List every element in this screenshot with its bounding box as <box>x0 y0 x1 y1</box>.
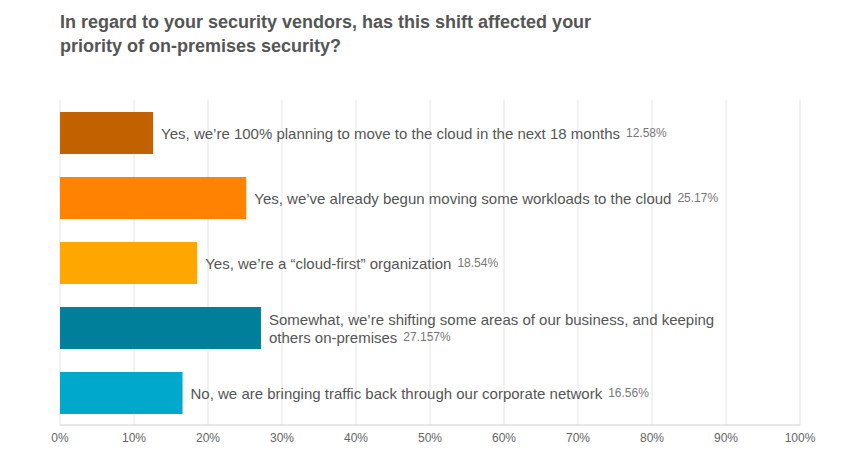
svg-text:80%: 80% <box>640 431 664 445</box>
svg-text:Somewhat, we’re shifting some: Somewhat, we’re shifting some areas of o… <box>269 311 714 346</box>
svg-text:0%: 0% <box>51 431 69 445</box>
svg-text:Yes, we’re a “cloud-first” org: Yes, we’re a “cloud-first” organization1… <box>205 255 498 272</box>
svg-text:50%: 50% <box>418 431 442 445</box>
svg-text:Yes, we’ve already begun movin: Yes, we’ve already begun moving some wor… <box>254 190 718 207</box>
svg-text:100%: 100% <box>785 431 816 445</box>
svg-text:10%: 10% <box>122 431 146 445</box>
svg-text:30%: 30% <box>270 431 294 445</box>
svg-text:60%: 60% <box>492 431 516 445</box>
svg-text:40%: 40% <box>344 431 368 445</box>
svg-text:No, we are bringing traffic ba: No, we are bringing traffic back through… <box>191 385 650 402</box>
svg-text:Yes, we’re 100% planning to mo: Yes, we’re 100% planning to move to the … <box>161 125 667 142</box>
svg-text:20%: 20% <box>196 431 220 445</box>
svg-text:70%: 70% <box>566 431 590 445</box>
html-text:In regard to your security ven: In regard to your security vendors, has … <box>60 12 592 56</box>
svg-text:90%: 90% <box>714 431 738 445</box>
